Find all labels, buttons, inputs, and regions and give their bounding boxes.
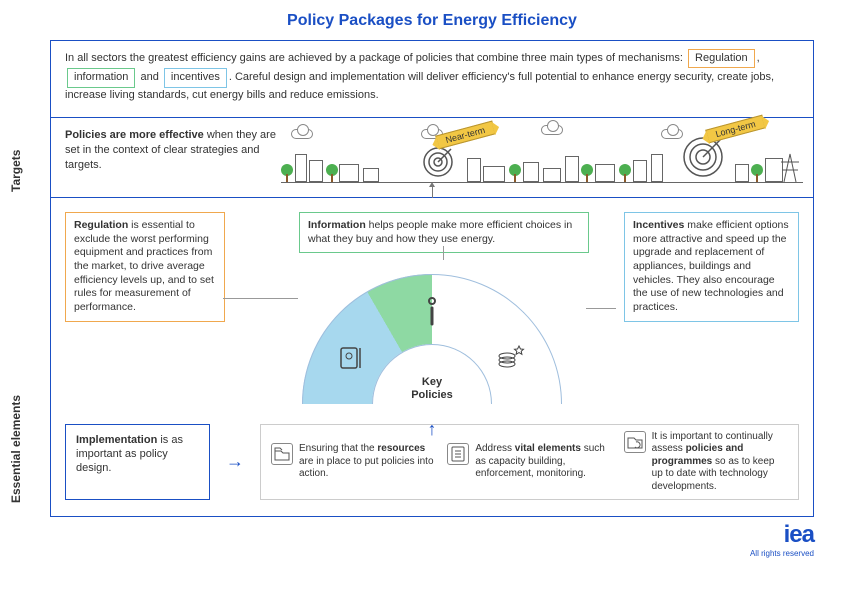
iea-logo: iea bbox=[50, 521, 814, 549]
pill-incentives: incentives bbox=[164, 68, 227, 87]
regulation-segment-icon bbox=[337, 344, 367, 374]
implementation-box: Implementation is as important as policy… bbox=[65, 424, 210, 501]
incentives-segment-icon bbox=[497, 344, 527, 374]
checklist-icon bbox=[447, 443, 469, 465]
arrow-right-icon: → bbox=[226, 451, 244, 472]
impl-item-vital: Address vital elements such as capacity … bbox=[447, 443, 611, 481]
page-title: Policy Packages for Energy Efficiency bbox=[50, 12, 814, 30]
regulation-callout: Regulation is essential to exclude the w… bbox=[65, 212, 225, 321]
information-segment-icon bbox=[417, 296, 447, 326]
arrow-up-thin bbox=[432, 186, 433, 198]
regulation-bold: Regulation bbox=[74, 219, 128, 231]
assess-icon bbox=[624, 431, 646, 453]
cityscape-illustration: Near-term Long-term bbox=[281, 127, 803, 183]
targets-text: Policies are more effective when they ar… bbox=[65, 128, 285, 173]
essential-elements-box: Essential elements Regulation is essenti… bbox=[50, 197, 814, 517]
implementation-detail-box: Ensuring that the resources are in place… bbox=[260, 424, 799, 501]
impl-item-assess: It is important to continually assess po… bbox=[624, 431, 788, 494]
key-policies-label: KeyPolicies bbox=[302, 376, 562, 402]
incentives-callout: Incentives make efficient options more a… bbox=[624, 212, 799, 321]
pill-regulation: Regulation bbox=[688, 49, 755, 68]
targets-bold: Policies are more effective bbox=[65, 129, 204, 141]
implementation-bold: Implementation bbox=[76, 434, 157, 446]
intro-comma: , bbox=[757, 52, 760, 64]
semicircle-chart: KeyPolicies bbox=[302, 274, 562, 414]
resources-icon bbox=[271, 443, 293, 465]
implementation-row: Implementation is as important as policy… bbox=[65, 424, 799, 501]
rights-text: All rights reserved bbox=[50, 549, 814, 558]
footer: iea All rights reserved bbox=[50, 521, 814, 558]
information-bold: Information bbox=[308, 219, 366, 231]
impl-item-resources: Ensuring that the resources are in place… bbox=[271, 443, 435, 481]
information-callout: Information helps people make more effic… bbox=[299, 212, 589, 253]
near-term-flag: Near-term bbox=[435, 121, 495, 150]
intro-and: and bbox=[140, 71, 158, 83]
pill-information: information bbox=[67, 68, 135, 87]
pylon-icon bbox=[781, 152, 799, 182]
incentives-bold: Incentives bbox=[633, 219, 684, 231]
targets-side-label: Targets bbox=[9, 150, 23, 192]
intro-box: In all sectors the greatest efficiency g… bbox=[50, 40, 814, 117]
intro-text-1: In all sectors the greatest efficiency g… bbox=[65, 52, 683, 64]
essential-side-label: Essential elements bbox=[9, 395, 23, 503]
long-term-flag: Long-term bbox=[705, 115, 766, 144]
near-term-target-icon bbox=[421, 145, 455, 182]
